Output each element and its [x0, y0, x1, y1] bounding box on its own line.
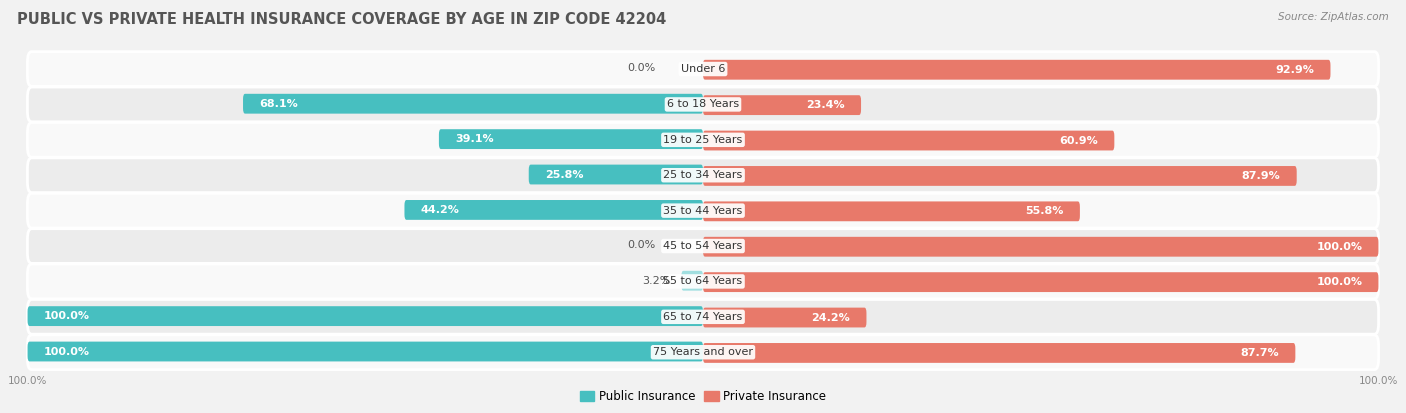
- Text: 44.2%: 44.2%: [420, 205, 460, 215]
- Text: 100.0%: 100.0%: [44, 311, 90, 321]
- Text: 23.4%: 23.4%: [806, 100, 845, 110]
- FancyBboxPatch shape: [703, 272, 1378, 292]
- Text: 65 to 74 Years: 65 to 74 Years: [664, 312, 742, 322]
- Text: 60.9%: 60.9%: [1059, 135, 1098, 145]
- FancyBboxPatch shape: [529, 165, 703, 185]
- Text: 19 to 25 Years: 19 to 25 Years: [664, 135, 742, 145]
- FancyBboxPatch shape: [703, 308, 866, 328]
- Text: 87.9%: 87.9%: [1241, 171, 1281, 181]
- FancyBboxPatch shape: [405, 200, 703, 220]
- FancyBboxPatch shape: [28, 306, 703, 326]
- FancyBboxPatch shape: [28, 264, 1378, 299]
- Text: 35 to 44 Years: 35 to 44 Years: [664, 206, 742, 216]
- Text: 25.8%: 25.8%: [546, 169, 583, 180]
- Text: 100.0%: 100.0%: [1316, 277, 1362, 287]
- FancyBboxPatch shape: [28, 342, 703, 361]
- Text: 6 to 18 Years: 6 to 18 Years: [666, 100, 740, 109]
- FancyBboxPatch shape: [703, 343, 1295, 363]
- FancyBboxPatch shape: [28, 87, 1378, 122]
- Text: 100.0%: 100.0%: [1316, 242, 1362, 252]
- Text: 92.9%: 92.9%: [1275, 65, 1315, 75]
- Text: 75 Years and over: 75 Years and over: [652, 347, 754, 357]
- FancyBboxPatch shape: [28, 299, 1378, 334]
- Text: 3.2%: 3.2%: [643, 276, 671, 286]
- FancyBboxPatch shape: [243, 94, 703, 114]
- FancyBboxPatch shape: [703, 131, 1115, 150]
- Text: PUBLIC VS PRIVATE HEALTH INSURANCE COVERAGE BY AGE IN ZIP CODE 42204: PUBLIC VS PRIVATE HEALTH INSURANCE COVER…: [17, 12, 666, 27]
- Text: 24.2%: 24.2%: [811, 313, 851, 323]
- FancyBboxPatch shape: [703, 60, 1330, 80]
- Text: 100.0%: 100.0%: [44, 347, 90, 356]
- FancyBboxPatch shape: [703, 237, 1378, 256]
- Text: Under 6: Under 6: [681, 64, 725, 74]
- Text: 55.8%: 55.8%: [1025, 206, 1064, 216]
- FancyBboxPatch shape: [703, 202, 1080, 221]
- FancyBboxPatch shape: [28, 52, 1378, 86]
- FancyBboxPatch shape: [28, 335, 1378, 370]
- FancyBboxPatch shape: [703, 95, 860, 115]
- FancyBboxPatch shape: [682, 271, 703, 291]
- Text: 68.1%: 68.1%: [259, 99, 298, 109]
- FancyBboxPatch shape: [439, 129, 703, 149]
- FancyBboxPatch shape: [703, 166, 1296, 186]
- Text: 55 to 64 Years: 55 to 64 Years: [664, 276, 742, 287]
- Text: 87.7%: 87.7%: [1240, 348, 1279, 358]
- Text: 0.0%: 0.0%: [627, 240, 655, 250]
- FancyBboxPatch shape: [28, 193, 1378, 228]
- Text: 45 to 54 Years: 45 to 54 Years: [664, 241, 742, 251]
- Legend: Public Insurance, Private Insurance: Public Insurance, Private Insurance: [575, 385, 831, 408]
- FancyBboxPatch shape: [28, 229, 1378, 263]
- FancyBboxPatch shape: [28, 123, 1378, 157]
- Text: 0.0%: 0.0%: [627, 63, 655, 74]
- Text: Source: ZipAtlas.com: Source: ZipAtlas.com: [1278, 12, 1389, 22]
- Text: 39.1%: 39.1%: [456, 134, 494, 144]
- Text: 25 to 34 Years: 25 to 34 Years: [664, 170, 742, 180]
- FancyBboxPatch shape: [28, 158, 1378, 192]
